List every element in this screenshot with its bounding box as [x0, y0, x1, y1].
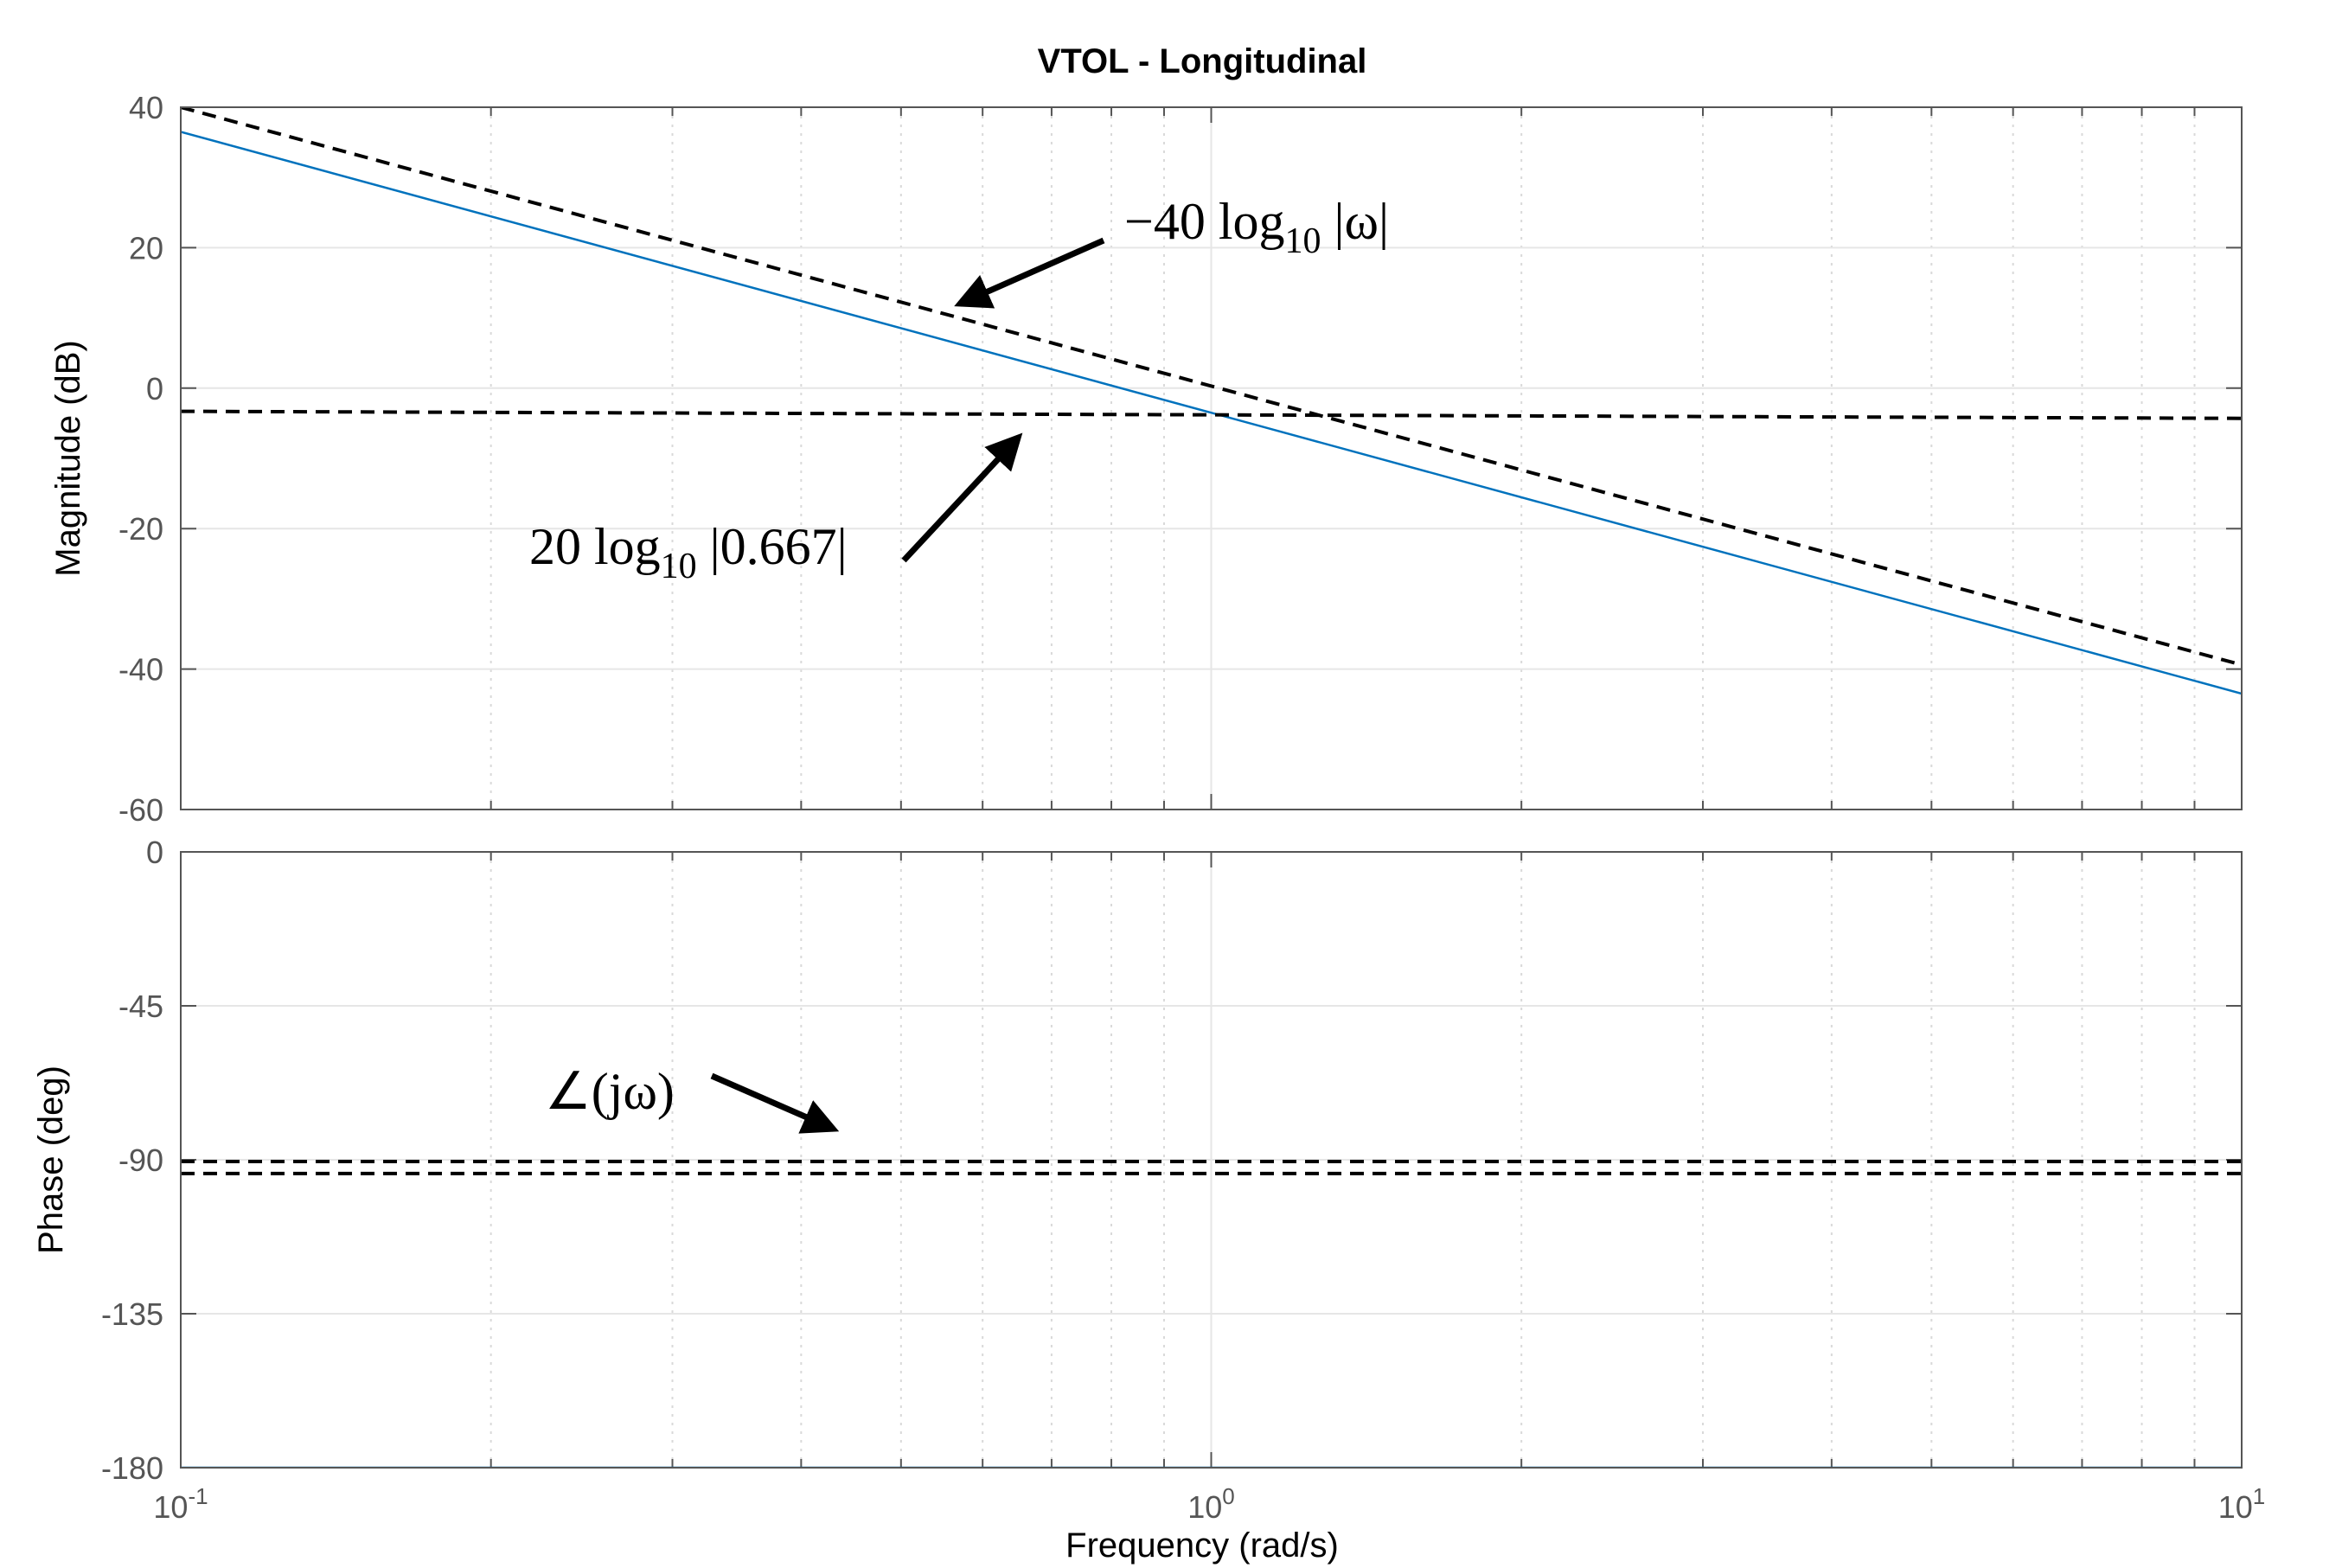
magnitude-asymptote-line: [181, 107, 2242, 667]
annotation-part: |0.667|: [697, 518, 848, 575]
x-tick-label: 101: [2218, 1483, 2266, 1525]
phase-panel: 0 -45 -90 -135 -180 Phase (deg) ∠(jω): [32, 835, 2243, 1486]
x-tick-label: 100: [1187, 1483, 1235, 1525]
phase-y-tick-label: -180: [101, 1450, 163, 1486]
magnitude-y-tick-label: -60: [118, 792, 163, 828]
x-tick-base: 10: [1187, 1489, 1222, 1525]
magnitude-response-line: [181, 131, 2242, 695]
magnitude-annotation-label: 20 log10 |0.667|: [529, 518, 848, 586]
annotation-part: −40 log: [1124, 193, 1285, 250]
magnitude-asymptote-line: [181, 409, 2242, 420]
magnitude-y-axis-label: Magnitude (dB): [49, 340, 87, 576]
magnitude-y-tick-label: 20: [129, 230, 163, 266]
phase-y-tick-label: -45: [118, 989, 163, 1024]
annotation-part: 10: [1285, 221, 1321, 261]
x-axis-label: Frequency (rad/s): [1065, 1526, 1339, 1565]
magnitude-axes-box: [180, 106, 2243, 810]
magnitude-annotation-arrow: [954, 237, 1105, 309]
phase-y-tick-label: 0: [146, 835, 163, 870]
phase-annotation-label: ∠(jω): [545, 1063, 675, 1120]
magnitude-annotation-arrow: [901, 432, 1023, 563]
magnitude-y-tick-label: -40: [118, 652, 163, 688]
annotation-part: 20 log: [529, 518, 661, 575]
phase-y-tick-label: -135: [101, 1296, 163, 1332]
magnitude-y-tick-label: 0: [146, 371, 163, 406]
phase-y-axis-label: Phase (deg): [32, 1066, 70, 1254]
phase-annotation-arrow: [710, 1072, 840, 1134]
x-tick-exponent: 1: [2253, 1483, 2265, 1509]
x-tick-exponent: -1: [188, 1483, 208, 1509]
magnitude-y-tick-label: -20: [118, 511, 163, 547]
x-tick-base: 10: [2218, 1489, 2253, 1525]
annotation-part: 10: [661, 547, 697, 586]
magnitude-annotation-label: −40 log10 |ω|: [1124, 193, 1389, 261]
x-tick-exponent: 0: [1222, 1483, 1234, 1509]
x-tick-base: 10: [153, 1489, 188, 1525]
phase-y-tick-label: -90: [118, 1142, 163, 1178]
annotation-part: |ω|: [1321, 193, 1390, 250]
phase-axes-box: [180, 851, 2243, 1469]
x-tick-label: 10-1: [153, 1483, 208, 1525]
chart-title: VTOL - Longitudinal: [1038, 42, 1367, 80]
magnitude-y-tick-label: 40: [129, 90, 163, 125]
annotation-part: ∠(jω): [545, 1063, 675, 1120]
